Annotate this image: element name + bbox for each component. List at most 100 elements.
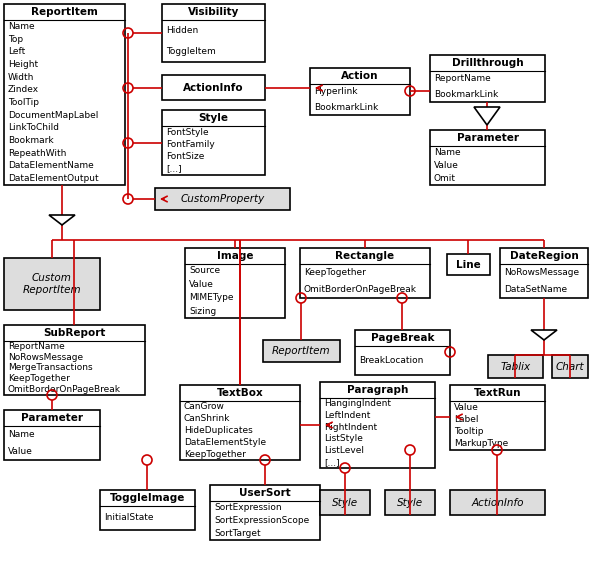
Text: Value: Value (8, 447, 33, 456)
Bar (162, 110, 265, 175)
Text: Style: Style (198, 113, 229, 123)
Text: ToggleItem: ToggleItem (166, 47, 215, 56)
Text: Hidden: Hidden (166, 26, 198, 35)
Text: Bookmark: Bookmark (8, 136, 54, 145)
Bar (447, 254, 490, 275)
Text: [...]: [...] (324, 457, 340, 467)
Bar (450, 490, 545, 515)
Text: Tablix: Tablix (500, 361, 530, 372)
Text: CustomProperty: CustomProperty (181, 194, 265, 204)
Text: NoRowsMessage: NoRowsMessage (8, 353, 83, 362)
Bar (4, 4, 125, 185)
Text: TextRun: TextRun (474, 388, 521, 398)
Text: SortTarget: SortTarget (214, 529, 260, 538)
Bar (430, 55, 545, 102)
Bar (488, 355, 543, 378)
Text: ListLevel: ListLevel (324, 446, 364, 455)
Text: RightIndent: RightIndent (324, 423, 377, 432)
Text: BookmarkLink: BookmarkLink (434, 90, 498, 99)
Text: Top: Top (8, 35, 23, 44)
Text: DataElementName: DataElementName (8, 162, 94, 171)
Bar (310, 68, 410, 115)
Text: CanGrow: CanGrow (184, 402, 225, 411)
Text: Left: Left (8, 47, 25, 56)
Text: ListStyle: ListStyle (324, 434, 363, 443)
Bar (4, 325, 145, 395)
Text: Label: Label (454, 415, 478, 424)
Bar (210, 485, 320, 540)
Text: Image: Image (217, 251, 253, 261)
Text: Value: Value (454, 403, 479, 411)
Text: ToolTip: ToolTip (8, 98, 39, 107)
Text: Chart: Chart (556, 361, 584, 372)
Text: Style: Style (332, 497, 358, 508)
Text: Value: Value (434, 161, 459, 170)
Text: DataElementOutput: DataElementOutput (8, 174, 99, 183)
Text: Line: Line (456, 259, 481, 270)
Bar (162, 4, 265, 62)
Text: HideDuplicates: HideDuplicates (184, 426, 253, 435)
Text: FontSize: FontSize (166, 152, 204, 161)
Text: HangingIndent: HangingIndent (324, 399, 391, 409)
Text: FontStyle: FontStyle (166, 127, 208, 137)
Text: Custom
ReportItem: Custom ReportItem (22, 273, 81, 295)
Text: LeftIndent: LeftIndent (324, 411, 371, 420)
Text: Tooltip: Tooltip (454, 427, 484, 436)
Text: CanShrink: CanShrink (184, 414, 230, 423)
Text: BookmarkLink: BookmarkLink (314, 103, 378, 112)
Text: KeepTogether: KeepTogether (8, 374, 70, 384)
Text: RepeathWith: RepeathWith (8, 149, 66, 158)
Text: SortExpressionScope: SortExpressionScope (214, 516, 309, 525)
Bar (180, 385, 300, 460)
Bar (355, 330, 450, 375)
Text: Action: Action (341, 71, 379, 81)
Text: Parameter: Parameter (456, 133, 519, 143)
Text: FontFamily: FontFamily (166, 140, 215, 149)
Text: SubReport: SubReport (43, 328, 106, 338)
Text: DataElementStyle: DataElementStyle (184, 438, 266, 447)
Text: UserSort: UserSort (239, 488, 291, 498)
Text: [...]: [...] (166, 164, 182, 174)
Bar (162, 75, 265, 100)
Text: Width: Width (8, 73, 34, 81)
Text: DocumentMapLabel: DocumentMapLabel (8, 111, 98, 119)
Text: DataSetName: DataSetName (504, 285, 567, 294)
Text: Name: Name (8, 430, 34, 439)
Text: TextBox: TextBox (217, 388, 263, 398)
Text: MarkupType: MarkupType (454, 439, 509, 448)
Text: MIMEType: MIMEType (189, 293, 233, 302)
Text: ActionInfo: ActionInfo (471, 497, 524, 508)
Bar (320, 382, 435, 468)
Text: ReportItem: ReportItem (31, 7, 98, 17)
Text: BreakLocation: BreakLocation (359, 356, 423, 365)
Text: PageBreak: PageBreak (371, 333, 435, 343)
Text: Source: Source (189, 266, 220, 275)
Bar (4, 258, 100, 310)
Text: Value: Value (189, 280, 214, 288)
Text: Name: Name (434, 148, 461, 157)
Text: Paragraph: Paragraph (347, 385, 408, 395)
Text: Drillthrough: Drillthrough (452, 58, 523, 68)
Text: KeepTogether: KeepTogether (184, 450, 246, 459)
Text: NoRowsMessage: NoRowsMessage (504, 268, 579, 277)
Bar (500, 248, 588, 298)
Text: OmitBorderOnPageBreak: OmitBorderOnPageBreak (8, 385, 121, 394)
Text: SortExpression: SortExpression (214, 503, 282, 512)
Text: Height: Height (8, 60, 38, 69)
Text: MergeTransactions: MergeTransactions (8, 364, 92, 373)
Text: DateRegion: DateRegion (510, 251, 578, 261)
Bar (450, 385, 545, 450)
Text: ToggleImage: ToggleImage (110, 493, 185, 503)
Text: Zindex: Zindex (8, 85, 39, 94)
Text: Name: Name (8, 22, 34, 31)
Bar (263, 340, 340, 362)
Bar (185, 248, 285, 318)
Bar (430, 130, 545, 185)
Text: LinkToChild: LinkToChild (8, 123, 59, 133)
Text: ReportItem: ReportItem (272, 346, 331, 356)
Text: KeepTogether: KeepTogether (304, 268, 366, 277)
Bar (552, 355, 588, 378)
Bar (155, 188, 290, 210)
Text: Hyperlink: Hyperlink (314, 87, 358, 96)
Bar (320, 490, 370, 515)
